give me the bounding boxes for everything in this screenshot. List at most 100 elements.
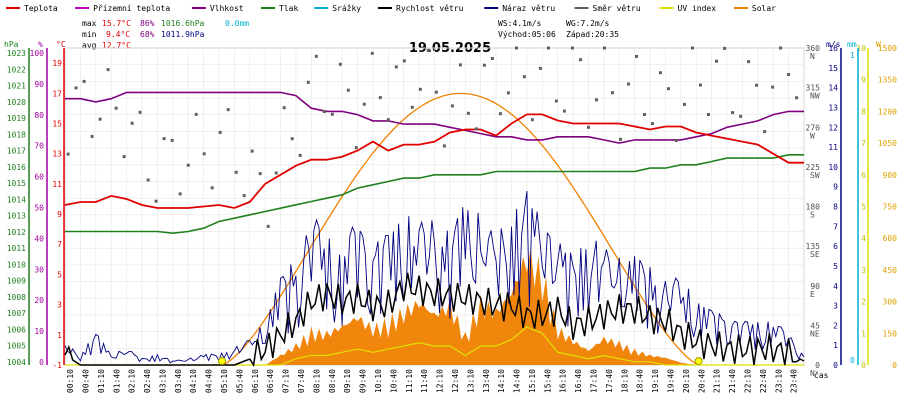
pct-tick: 60 (34, 173, 44, 182)
wind-direction-point (627, 82, 630, 86)
stats-min-temp: 9.4°C (106, 30, 130, 39)
hpa-tick: 1005 (7, 342, 26, 351)
pct-tick: 70 (34, 142, 44, 151)
pct-tick: 10 (34, 327, 44, 336)
dir-label: N (810, 52, 815, 61)
uv-tick: 4 (861, 234, 866, 243)
wind-direction-point (410, 105, 414, 109)
w-tick: 1350 (878, 76, 897, 85)
uv-tick: 10 (856, 44, 866, 53)
uv-tick: 2 (861, 298, 866, 307)
x-tick: 21:40 (728, 369, 737, 393)
wind-direction-point (474, 127, 478, 131)
ms-tick: 4 (833, 282, 838, 291)
wind-direction-point (138, 110, 142, 114)
hpa-tick: 1006 (7, 325, 26, 334)
wind-direction-point (298, 153, 302, 157)
wind-direction-point (274, 171, 278, 175)
wind-direction-point (346, 88, 350, 92)
wind-direction-point (186, 163, 190, 167)
wind-direction-point (146, 178, 150, 182)
ms-tick: 16 (828, 44, 838, 53)
wind-direction-point (522, 75, 526, 79)
wind-direction-point (354, 146, 358, 150)
stats-max-press: 1016.6hPa (161, 19, 205, 28)
uv-tick: 5 (861, 203, 866, 212)
wind-direction-point (106, 68, 110, 72)
wind-direction-point (787, 73, 791, 76)
wind-direction-point (250, 149, 254, 153)
wind-direction-point (402, 59, 406, 63)
w-tick: 900 (883, 171, 898, 180)
hpa-tick: 1009 (7, 277, 26, 286)
ms-tick: 6 (833, 242, 838, 251)
x-tick: 03:10 (158, 369, 167, 393)
x-tick: 16:10 (559, 369, 568, 393)
hpa-tick: 1010 (7, 260, 26, 269)
wind-direction-point (795, 96, 799, 100)
ms-tick: 3 (833, 302, 838, 311)
uv-tick: 9 (861, 76, 866, 85)
w-tick: 600 (883, 234, 898, 243)
legend-item: Náraz větru (502, 4, 555, 13)
wind-direction-point (130, 121, 134, 125)
x-axis-label: čas (814, 370, 829, 380)
temp-tick: 3 (57, 301, 62, 310)
wind-direction-point (675, 139, 678, 142)
hpa-tick: 1016 (7, 163, 26, 172)
wind-direction-point (683, 102, 686, 106)
x-tick: 13:40 (482, 369, 491, 393)
dir-tick: 315 (806, 84, 821, 93)
wind-direction-point (699, 83, 702, 87)
wind-direction-point (747, 60, 751, 64)
pct-tick: 20 (34, 296, 44, 305)
x-tick: 13:10 (466, 369, 475, 393)
wind-direction-point (482, 63, 486, 67)
legend-item: Přízemní teplota (93, 4, 170, 13)
dir-tick: 135 (806, 242, 821, 251)
wind-direction-point (290, 137, 294, 141)
legend-item: Tlak (279, 4, 298, 13)
wind-direction-point (530, 118, 534, 122)
wind-direction-point (154, 199, 158, 203)
stats-min-hum: 68% (140, 30, 155, 39)
x-tick: 01:40 (112, 369, 121, 393)
stats-avg-temp: 12.7°C (102, 41, 131, 50)
wind-direction-point (514, 46, 518, 50)
wind-direction-point (170, 138, 174, 142)
wind-direction-point (434, 90, 438, 94)
dir-label: N (810, 369, 815, 378)
hpa-tick: 1007 (7, 309, 26, 318)
hpa-tick: 1022 (7, 65, 26, 74)
pct-tick: 90 (34, 80, 44, 89)
wind-direction-point (603, 46, 606, 50)
stats-max-hum: 86% (140, 19, 155, 28)
wind-direction-point (386, 118, 390, 122)
pct-tick: 80 (34, 111, 44, 120)
x-tick: 04:10 (189, 369, 198, 393)
wind-direction-point (234, 170, 238, 174)
legend-item: Vlhkost (210, 4, 244, 13)
wind-direction-point (122, 155, 126, 159)
x-tick: 08:40 (328, 369, 337, 393)
pressure-line (65, 154, 804, 235)
x-tick: 09:40 (359, 369, 368, 393)
temp-tick: 17 (52, 89, 62, 98)
legend-item: UV index (678, 4, 717, 13)
x-tick: 07:10 (282, 369, 291, 393)
wind-direction-point (739, 114, 743, 118)
uv-tick: 3 (861, 266, 866, 275)
wind-direction-point (218, 130, 222, 134)
x-tick: 09:10 (343, 369, 352, 393)
legend-item: Směr větru (593, 4, 641, 13)
x-tick: 00:10 (66, 369, 75, 393)
wind-direction-point (771, 85, 775, 89)
x-tick: 10:40 (389, 369, 398, 393)
wind-direction-point (635, 54, 638, 58)
wind-direction-point (587, 125, 590, 129)
hpa-tick: 1020 (7, 98, 26, 107)
wind-direction-point (82, 79, 86, 83)
ms-tick: 11 (828, 143, 838, 152)
legend-item: Srážky (332, 4, 361, 13)
legend-item: Teplota (24, 4, 58, 13)
